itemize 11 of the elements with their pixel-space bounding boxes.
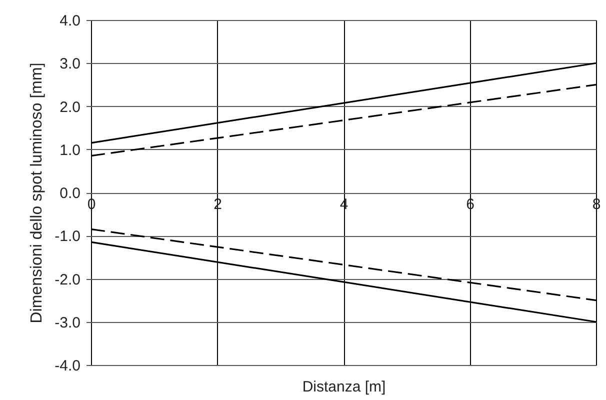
y-tick-label: -4.0 — [54, 358, 80, 374]
y-tick-label: -3.0 — [54, 314, 80, 332]
y-tick-label: 4.0 — [60, 12, 80, 30]
y-tick-label: 1.0 — [60, 142, 80, 159]
y-tick-label: -2.0 — [54, 271, 80, 288]
y-tick-label: -1.0 — [54, 228, 80, 246]
y-tick-label: 3.0 — [60, 56, 80, 73]
y-tick-label: 2.0 — [60, 98, 80, 116]
y-axis-title: Dimensioni dello spot luminoso [mm] — [28, 62, 46, 324]
y-tick-label: 0.0 — [60, 185, 80, 202]
x-axis-title: Distanza [m] — [302, 378, 386, 396]
